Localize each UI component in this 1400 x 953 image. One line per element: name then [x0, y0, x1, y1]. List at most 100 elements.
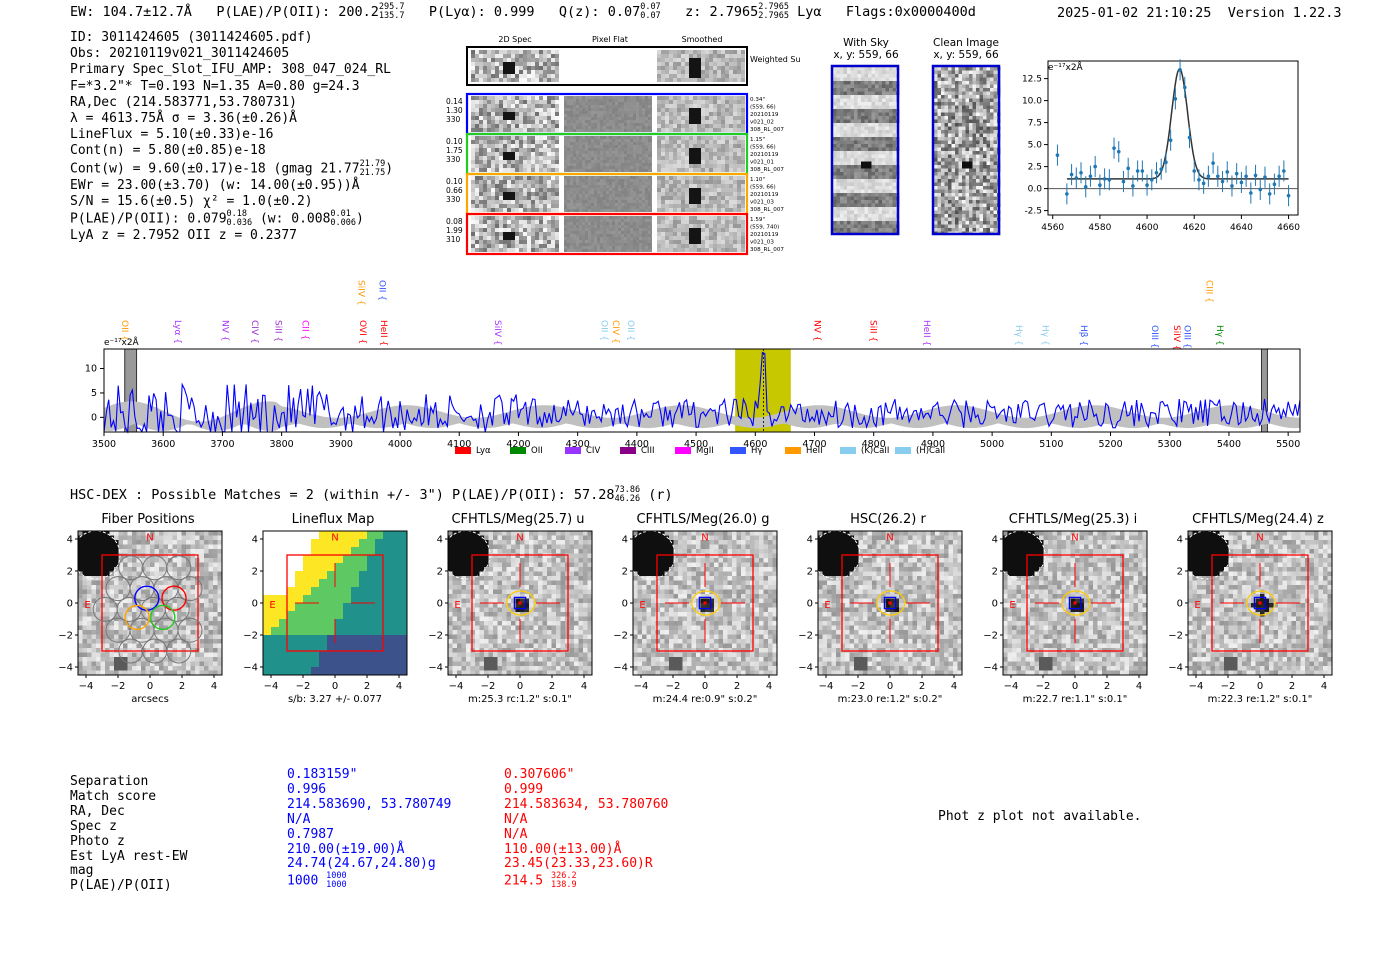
pixel [639, 216, 642, 219]
pixel [665, 100, 669, 104]
pixel [737, 156, 741, 160]
pixel [889, 81, 893, 85]
pixel [588, 234, 591, 237]
pixel [507, 228, 511, 232]
pixel [713, 244, 717, 248]
pixel [603, 225, 606, 228]
pixel [636, 151, 639, 154]
pixel [717, 70, 721, 74]
pixel [491, 100, 495, 104]
pixel [993, 67, 997, 71]
pixel [854, 200, 858, 204]
pixel [612, 200, 615, 203]
pixel [737, 144, 741, 148]
pixel [600, 216, 603, 219]
pixel [507, 192, 511, 196]
pixel [507, 208, 511, 212]
pixel [636, 194, 639, 197]
pixel [669, 128, 673, 132]
pixel [600, 222, 603, 225]
pixel [551, 188, 555, 192]
pixel [600, 246, 603, 249]
pixel [713, 220, 717, 224]
pixel [677, 112, 681, 116]
pixel [937, 130, 941, 134]
pixel [850, 182, 854, 186]
pixel [609, 105, 612, 108]
pixel [944, 126, 948, 130]
pixel [606, 102, 609, 105]
pixel [976, 126, 980, 130]
pixel [615, 200, 618, 203]
pixel [693, 184, 697, 188]
pixel [600, 96, 603, 99]
pixel [701, 196, 705, 200]
pixel [594, 203, 597, 206]
pixel [531, 156, 535, 160]
pixel [701, 164, 705, 168]
pixel [609, 117, 612, 120]
pixel [741, 96, 745, 100]
pixel [889, 144, 893, 148]
pixel [701, 62, 705, 66]
pixel [636, 225, 639, 228]
pixel [588, 185, 591, 188]
pixel [673, 168, 677, 172]
pixel [721, 136, 725, 140]
pixel [689, 208, 693, 212]
pixel [976, 95, 980, 99]
pixel [958, 123, 962, 127]
pixel [965, 123, 969, 127]
pixel [955, 102, 959, 106]
pixel [519, 188, 523, 192]
pixel [597, 148, 600, 151]
pixel [503, 100, 507, 104]
pixel [693, 108, 697, 112]
pixel [535, 54, 539, 58]
pixel [665, 224, 669, 228]
pixel [618, 225, 621, 228]
pixel [511, 62, 515, 66]
pixel [857, 77, 861, 81]
pixel [588, 157, 591, 160]
pixel [648, 188, 651, 191]
pixel [885, 67, 889, 71]
pixel [547, 70, 551, 74]
pixel [621, 216, 624, 219]
pixel [965, 168, 969, 172]
pixel [582, 108, 585, 111]
pixel [603, 197, 606, 200]
pixel [669, 196, 673, 200]
pixel [564, 249, 567, 252]
pixel [701, 220, 705, 224]
pixel [579, 96, 582, 99]
pixel [983, 130, 987, 134]
pixel [861, 123, 865, 127]
pixel [479, 50, 483, 54]
pixel [840, 182, 844, 186]
weighted-sum-label: Weighted Sum [750, 55, 800, 64]
pixel [645, 166, 648, 169]
pixel [487, 216, 491, 220]
pixel [618, 188, 621, 191]
pixel [645, 126, 648, 129]
pixel [600, 188, 603, 191]
pixel [889, 196, 893, 200]
pixel [551, 216, 555, 220]
pixel [937, 74, 941, 78]
pixel [547, 180, 551, 184]
pixel [969, 172, 973, 176]
pixel [527, 58, 531, 62]
pixel [665, 160, 669, 164]
pixel [705, 204, 709, 208]
pixel [531, 168, 535, 172]
pixel [878, 161, 882, 165]
pixel [597, 129, 600, 132]
pixel [709, 240, 713, 244]
pixel [564, 228, 567, 231]
pixel [499, 70, 503, 74]
pixel [986, 70, 990, 74]
pixel [661, 240, 665, 244]
pixel [665, 180, 669, 184]
pixel [630, 179, 633, 182]
